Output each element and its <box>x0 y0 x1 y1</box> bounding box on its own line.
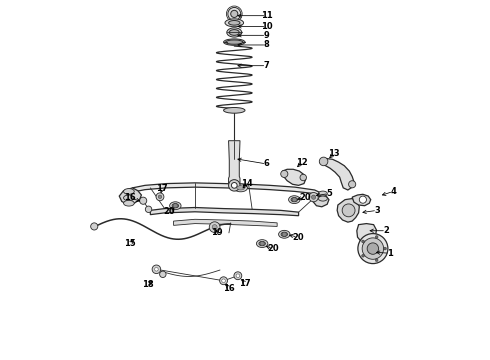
Ellipse shape <box>172 203 178 208</box>
Ellipse shape <box>123 195 134 201</box>
Polygon shape <box>337 199 359 222</box>
Circle shape <box>140 197 147 204</box>
Circle shape <box>362 240 365 243</box>
Circle shape <box>155 267 158 271</box>
Text: 17: 17 <box>239 279 251 288</box>
Text: 15: 15 <box>124 239 136 248</box>
Text: 14: 14 <box>241 179 253 188</box>
Circle shape <box>312 195 316 199</box>
Ellipse shape <box>318 191 327 196</box>
Text: 8: 8 <box>264 40 270 49</box>
Circle shape <box>362 238 384 259</box>
Text: 6: 6 <box>264 159 270 168</box>
Circle shape <box>231 10 238 18</box>
Circle shape <box>260 242 264 246</box>
Circle shape <box>212 225 217 230</box>
Circle shape <box>209 222 220 233</box>
Ellipse shape <box>170 202 181 210</box>
Ellipse shape <box>226 40 243 44</box>
Text: 9: 9 <box>264 31 270 40</box>
Polygon shape <box>352 194 371 206</box>
Text: 16: 16 <box>223 284 235 293</box>
Circle shape <box>319 157 328 166</box>
Text: 4: 4 <box>391 187 396 196</box>
Text: 18: 18 <box>142 280 154 289</box>
Circle shape <box>359 196 367 203</box>
Text: 17: 17 <box>156 184 168 193</box>
Circle shape <box>236 274 240 278</box>
Circle shape <box>234 272 242 280</box>
Text: 10: 10 <box>261 22 272 31</box>
Ellipse shape <box>223 39 245 45</box>
Text: 1: 1 <box>387 249 392 258</box>
Text: 20: 20 <box>292 233 304 242</box>
Circle shape <box>228 180 240 191</box>
Ellipse shape <box>259 242 266 246</box>
Circle shape <box>220 277 227 285</box>
Text: 16: 16 <box>124 193 136 202</box>
Circle shape <box>158 195 162 199</box>
Ellipse shape <box>227 28 242 37</box>
Text: 19: 19 <box>211 228 222 237</box>
Text: 12: 12 <box>296 158 308 167</box>
Ellipse shape <box>256 240 268 248</box>
Polygon shape <box>320 158 354 190</box>
Polygon shape <box>228 141 240 184</box>
Circle shape <box>292 198 296 202</box>
Circle shape <box>300 174 306 181</box>
Text: 11: 11 <box>261 11 272 20</box>
Ellipse shape <box>123 189 134 194</box>
Circle shape <box>358 234 388 264</box>
Ellipse shape <box>291 198 297 202</box>
Circle shape <box>375 259 378 262</box>
Text: 5: 5 <box>326 189 332 198</box>
Circle shape <box>342 204 355 217</box>
Text: 20: 20 <box>267 244 279 253</box>
Circle shape <box>160 271 166 278</box>
Text: 13: 13 <box>328 149 340 158</box>
Circle shape <box>231 183 237 188</box>
Circle shape <box>362 254 365 257</box>
Circle shape <box>146 206 152 212</box>
Polygon shape <box>132 183 320 196</box>
Ellipse shape <box>289 196 300 203</box>
Polygon shape <box>173 219 277 226</box>
Ellipse shape <box>279 230 290 238</box>
Text: 7: 7 <box>264 61 270 70</box>
Ellipse shape <box>318 196 327 201</box>
Ellipse shape <box>223 108 245 113</box>
Ellipse shape <box>228 21 240 25</box>
Circle shape <box>173 203 177 208</box>
Circle shape <box>384 247 387 250</box>
Polygon shape <box>119 188 142 204</box>
Ellipse shape <box>229 30 239 35</box>
Circle shape <box>222 279 225 283</box>
Circle shape <box>228 8 241 20</box>
Polygon shape <box>357 224 376 243</box>
Circle shape <box>152 265 161 274</box>
Ellipse shape <box>225 19 244 27</box>
Polygon shape <box>283 169 306 185</box>
Circle shape <box>367 243 379 254</box>
Circle shape <box>348 181 356 188</box>
Circle shape <box>282 232 287 237</box>
Circle shape <box>375 235 378 238</box>
Ellipse shape <box>281 232 288 237</box>
Ellipse shape <box>237 186 245 190</box>
Text: 2: 2 <box>383 226 389 235</box>
Circle shape <box>309 193 318 202</box>
Circle shape <box>281 170 288 177</box>
Ellipse shape <box>123 201 134 206</box>
Text: 20: 20 <box>299 193 311 202</box>
Circle shape <box>156 193 164 201</box>
Circle shape <box>91 223 98 230</box>
Ellipse shape <box>234 184 247 192</box>
Text: 3: 3 <box>374 206 380 215</box>
Polygon shape <box>150 207 298 216</box>
Polygon shape <box>313 193 329 207</box>
Text: 20: 20 <box>164 207 175 216</box>
